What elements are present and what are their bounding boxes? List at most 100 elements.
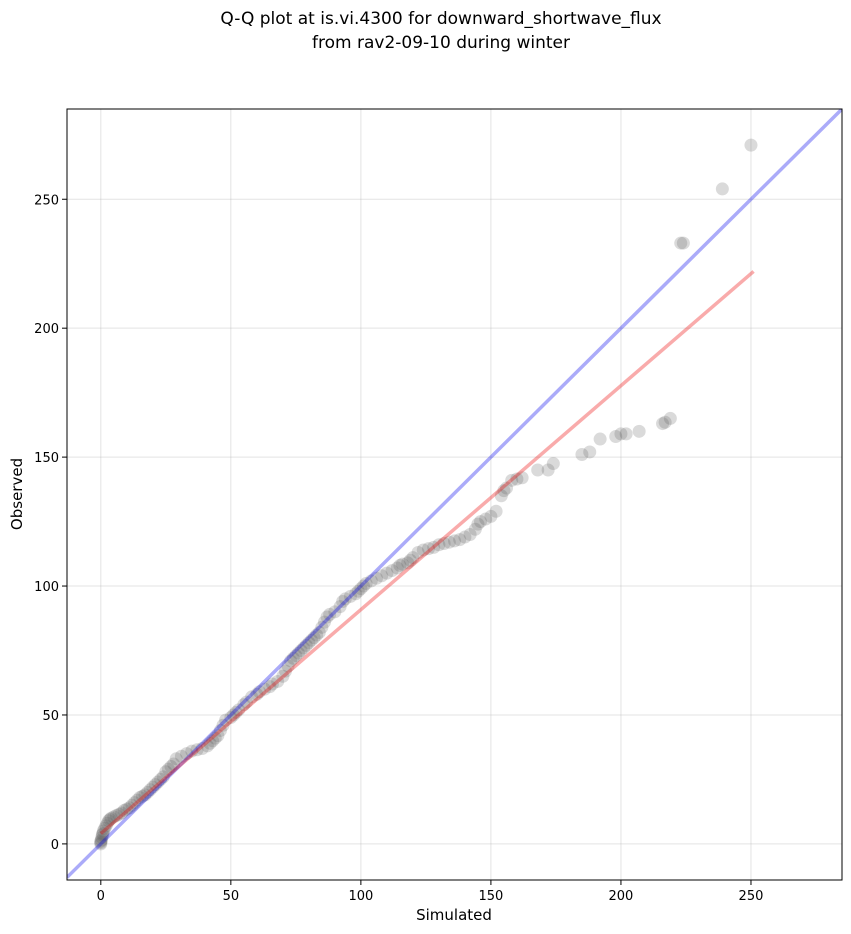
qq-point xyxy=(200,739,214,753)
qq-point xyxy=(421,542,435,556)
qq-point xyxy=(250,687,264,701)
qq-point xyxy=(546,457,560,471)
qq-point xyxy=(107,810,121,824)
qq-point xyxy=(468,522,482,536)
qq-point xyxy=(328,605,342,619)
qq-point xyxy=(252,685,266,699)
qq-point xyxy=(416,543,430,557)
qq-point xyxy=(213,723,227,737)
qq-point xyxy=(299,638,313,652)
qq-point xyxy=(167,757,181,771)
qq-point xyxy=(138,788,152,802)
qq-point xyxy=(385,564,399,578)
qq-point xyxy=(593,432,607,446)
qq-point xyxy=(349,587,363,601)
qq-point xyxy=(96,827,110,841)
qq-point xyxy=(369,571,383,585)
x-tick-label: 200 xyxy=(609,889,634,904)
qq-point xyxy=(146,780,160,794)
qq-point xyxy=(380,566,394,580)
qq-point xyxy=(174,749,188,763)
qq-point xyxy=(484,509,498,523)
qq-point xyxy=(674,236,688,250)
qq-point xyxy=(676,236,690,250)
x-tick-label: 100 xyxy=(348,889,373,904)
qq-point xyxy=(109,809,123,823)
qq-point xyxy=(510,472,524,486)
qq-point xyxy=(432,538,446,552)
qq-point xyxy=(151,775,165,789)
qq-point xyxy=(614,427,628,441)
qq-point xyxy=(395,557,409,571)
qq-point xyxy=(541,463,555,477)
qq-point xyxy=(364,574,378,588)
data-points xyxy=(94,138,758,851)
qq-point xyxy=(310,628,324,642)
chart-title-line-2: from rav2-09-10 during winter xyxy=(312,33,570,53)
qq-point xyxy=(104,811,118,825)
x-tick-label: 50 xyxy=(223,889,240,904)
qq-point xyxy=(437,536,451,550)
qq-point xyxy=(94,834,108,848)
qq-point xyxy=(515,471,529,485)
qq-point xyxy=(258,682,272,696)
qq-point xyxy=(323,607,337,621)
qq-point xyxy=(239,695,253,709)
qq-point xyxy=(135,789,149,803)
qq-point xyxy=(356,579,370,593)
qq-point xyxy=(203,736,217,750)
qq-point xyxy=(375,569,389,583)
qq-point xyxy=(265,677,279,691)
y-tick-label: 0 xyxy=(51,838,59,853)
qq-point xyxy=(112,807,126,821)
qq-point xyxy=(96,824,110,838)
qq-point xyxy=(291,646,305,660)
y-axis-ticks: 0 50 100 150 200 250 xyxy=(34,193,67,853)
qq-point xyxy=(317,615,331,629)
qq-point xyxy=(125,798,139,812)
y-tick-label: 200 xyxy=(34,322,59,337)
qq-point xyxy=(95,830,109,844)
qq-point xyxy=(575,448,589,462)
qq-point xyxy=(632,424,646,438)
qq-point xyxy=(403,553,417,567)
qq-point xyxy=(289,649,303,663)
plot-frame xyxy=(66,108,843,881)
qq-point xyxy=(500,481,514,495)
qq-point xyxy=(161,762,175,776)
qq-point xyxy=(333,600,347,614)
qq-point xyxy=(271,674,285,688)
qq-point xyxy=(195,741,209,755)
qq-point xyxy=(494,489,508,503)
qq-point xyxy=(663,411,677,425)
qq-point xyxy=(185,744,199,758)
qq-point xyxy=(133,790,147,804)
qq-point xyxy=(206,734,220,748)
qq-point xyxy=(141,785,155,799)
qq-point xyxy=(479,512,493,526)
reference-lines xyxy=(67,109,842,879)
qq-point xyxy=(211,729,225,743)
qq-point xyxy=(232,703,246,717)
qq-point xyxy=(448,534,461,548)
qq-point xyxy=(463,527,477,541)
qq-point xyxy=(302,636,316,650)
qq-point xyxy=(102,814,116,828)
qq-point xyxy=(343,589,357,603)
qq-point xyxy=(489,504,503,518)
qq-point xyxy=(619,427,633,441)
qq-point xyxy=(208,731,222,745)
x-axis-ticks: 0 50 100 150 200 250 xyxy=(97,880,763,904)
y-tick-label: 50 xyxy=(42,709,59,724)
qq-point xyxy=(169,752,183,766)
qq-point xyxy=(263,680,277,694)
qq-point xyxy=(226,708,240,722)
qq-point xyxy=(715,182,729,196)
qq-point xyxy=(154,772,168,786)
qq-point xyxy=(442,535,456,549)
qq-point xyxy=(474,515,488,529)
qq-point xyxy=(390,561,404,575)
qq-point xyxy=(458,530,472,544)
qq-point xyxy=(103,812,117,826)
